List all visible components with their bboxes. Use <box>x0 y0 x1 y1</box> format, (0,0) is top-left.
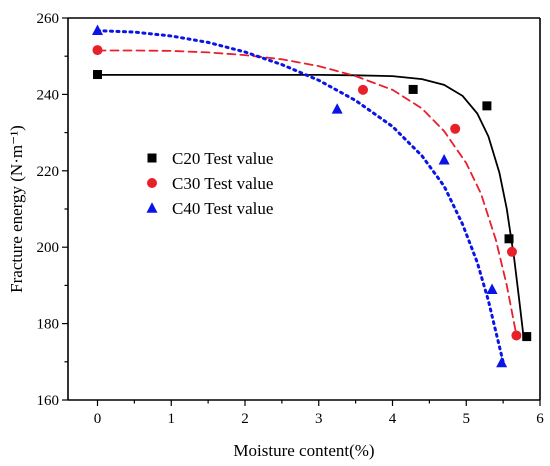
fit-curve-3 <box>96 29 505 364</box>
legend-marker-3 <box>146 202 158 213</box>
x-tick-label: 4 <box>389 411 397 427</box>
fit-curve-1 <box>96 74 525 340</box>
data-points <box>92 24 532 368</box>
legend-label-3: C40 Test value <box>172 199 273 218</box>
y-tick-label: 260 <box>37 11 60 27</box>
y-tick-label: 240 <box>37 87 60 103</box>
data-point-s3-3 <box>438 153 450 165</box>
y-axis-title: Fracture energy (N·m⁻¹) <box>7 125 26 293</box>
data-point-s2-2 <box>358 84 368 95</box>
legend-label-1: C20 Test value <box>172 149 273 168</box>
axes: 0 1 2 3 4 5 6 160 180 200 220 240 260 <box>37 11 545 427</box>
fit-curve-2 <box>96 49 518 336</box>
legend-marker-1 <box>147 153 157 163</box>
fit-curves <box>96 29 525 364</box>
x-tick-label: 3 <box>315 411 323 427</box>
legend-label-2: C30 Test value <box>172 174 273 193</box>
data-point-s1-5 <box>522 332 532 342</box>
data-point-s3-4 <box>486 283 498 294</box>
data-point-s3-5 <box>496 356 508 368</box>
data-point-s1-1 <box>93 70 102 80</box>
x-tick-label: 1 <box>168 411 176 427</box>
data-point-s2-4 <box>506 246 517 257</box>
data-point-s3-1 <box>92 24 103 35</box>
data-point-s2-3 <box>450 123 461 134</box>
x-tick-label: 6 <box>536 411 544 427</box>
x-tick-label: 5 <box>463 411 471 427</box>
y-tick-label: 160 <box>37 393 60 409</box>
y-tick-label: 200 <box>37 240 60 256</box>
y-tick-label: 180 <box>37 317 60 333</box>
data-point-s1-3 <box>482 101 492 111</box>
legend: C20 Test value C30 Test value C40 Test val… <box>146 149 273 218</box>
data-point-s2-1 <box>92 45 103 56</box>
x-tick-label: 0 <box>94 411 102 427</box>
data-point-s2-5 <box>511 330 522 341</box>
data-point-s3-2 <box>331 103 343 114</box>
data-point-s1-4 <box>504 234 514 244</box>
x-axis-title: Moisture content(%) <box>233 441 374 460</box>
y-tick-label: 220 <box>37 164 60 180</box>
legend-marker-2 <box>147 178 157 188</box>
data-point-s1-2 <box>408 84 418 94</box>
x-tick-label: 2 <box>241 411 249 427</box>
